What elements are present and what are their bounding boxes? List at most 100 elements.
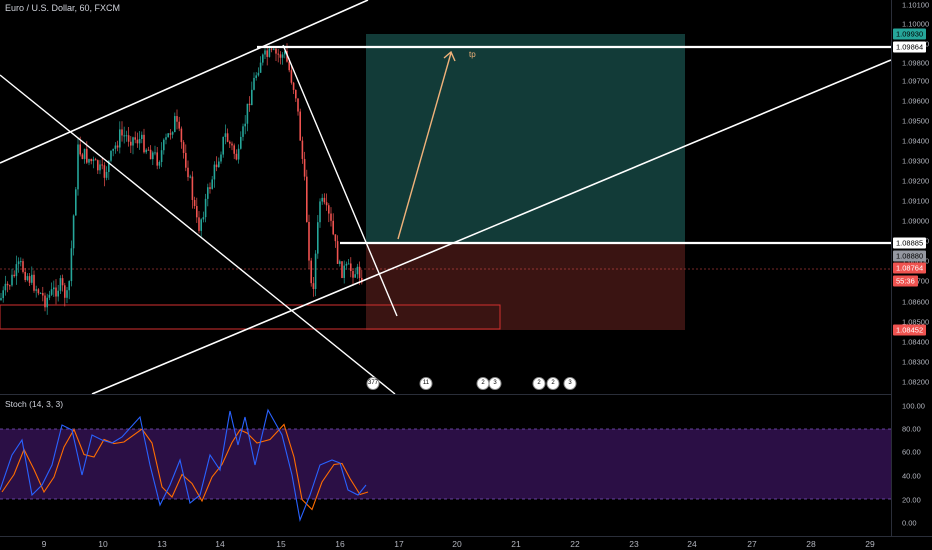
candle-body [281, 54, 284, 58]
time-tick: 10 [98, 539, 108, 549]
time-tick: 13 [157, 539, 167, 549]
candle-body [92, 159, 95, 162]
candle-body [213, 164, 216, 180]
candle-body [231, 143, 233, 146]
pane-separator[interactable] [0, 394, 891, 395]
candle-body [50, 289, 53, 295]
time-tick: 24 [687, 539, 697, 549]
price-tag: 55:36 [893, 275, 918, 287]
event-marker[interactable]: 3 [563, 377, 577, 390]
stoch-label[interactable]: Stoch (14, 3, 3) [5, 399, 64, 409]
candle-body [336, 241, 339, 264]
price-tick: 1.09200 [902, 176, 930, 186]
candle-body [242, 126, 244, 137]
candle-body [123, 135, 125, 137]
candle-body [154, 152, 156, 154]
price-tag: 1.08880 [893, 250, 927, 262]
chart-canvas[interactable]: tp [0, 0, 891, 536]
candle-body [64, 285, 66, 298]
candle-body [350, 263, 352, 272]
event-marker[interactable]: 11 [419, 377, 433, 390]
tp-label: tp [469, 50, 476, 59]
candle-body [297, 98, 299, 112]
target-arrowhead [443, 50, 456, 62]
candle-body [90, 159, 92, 162]
price-tick: 1.09700 [902, 76, 930, 86]
candle-body [193, 199, 196, 207]
price-tick: 1.08500 [902, 317, 930, 327]
candle-body [268, 48, 271, 57]
time-tick: 29 [865, 539, 875, 549]
price-tick: 1.10000 [902, 19, 930, 29]
candle-body [317, 222, 319, 254]
candle-body [229, 141, 231, 144]
candle-body [130, 141, 132, 146]
candle-body [292, 82, 295, 90]
stochastic-pane[interactable] [0, 395, 891, 536]
candle-body [35, 289, 37, 291]
channel-upper-line [0, 0, 369, 164]
candle-body [11, 274, 13, 286]
time-tick: 17 [394, 539, 404, 549]
candle-body [358, 266, 361, 278]
time-tick: 9 [41, 539, 47, 549]
price-tick: 1.10100 [902, 0, 930, 10]
candle-body [59, 278, 62, 291]
candle-body [119, 129, 121, 148]
candle-body [328, 205, 330, 214]
candle-body [165, 137, 167, 140]
descending-line [0, 74, 396, 395]
candle-body [251, 89, 253, 106]
candle-body [209, 187, 211, 189]
candle-body [83, 148, 86, 159]
time-axis-border [0, 536, 932, 537]
candle-body [24, 271, 26, 281]
candle-body [244, 123, 246, 127]
candle-body [79, 144, 81, 155]
candle-body [233, 145, 235, 154]
candle-body [345, 263, 348, 266]
time-tick: 23 [629, 539, 639, 549]
candle-body [319, 201, 321, 223]
candle-body [211, 179, 213, 189]
candle-body [270, 48, 273, 50]
stoch-tick: 20.00 [902, 495, 921, 505]
candle-body [286, 51, 288, 62]
candle-body [266, 50, 268, 57]
candle-body [13, 274, 15, 277]
candle-body [257, 72, 260, 76]
candlestick-series [0, 43, 363, 315]
candle-body [295, 89, 297, 99]
candle-body [101, 164, 103, 166]
candle-body [354, 274, 356, 278]
candle-body [2, 290, 4, 299]
candle-body [275, 48, 277, 54]
price-tag: 1.09864 [893, 41, 927, 53]
candle-body [224, 133, 227, 137]
candle-body [158, 161, 161, 166]
event-marker[interactable]: 2 [532, 377, 546, 390]
candle-body [182, 142, 185, 153]
candle-body [185, 152, 187, 168]
candle-body [20, 261, 22, 263]
candle-body [160, 150, 163, 162]
candle-body [66, 290, 68, 298]
candle-body [321, 197, 323, 202]
candle-body [39, 293, 42, 295]
candle-body [255, 75, 257, 78]
trend-line-down [282, 44, 398, 317]
stoch-d-line [1, 423, 369, 511]
time-tick: 20 [452, 539, 462, 549]
event-marker[interactable]: 377 [366, 377, 380, 390]
candle-body [207, 187, 209, 199]
price-tick: 1.08600 [902, 297, 930, 307]
target-arrow [397, 52, 452, 240]
time-tick: 16 [335, 539, 345, 549]
event-marker[interactable]: 3 [488, 377, 502, 390]
candle-body [17, 261, 20, 265]
candle-body [288, 61, 290, 71]
price-tick: 1.08200 [902, 377, 930, 387]
candle-body [55, 287, 57, 297]
event-marker[interactable]: 2 [546, 377, 560, 390]
candle-body [33, 274, 35, 291]
